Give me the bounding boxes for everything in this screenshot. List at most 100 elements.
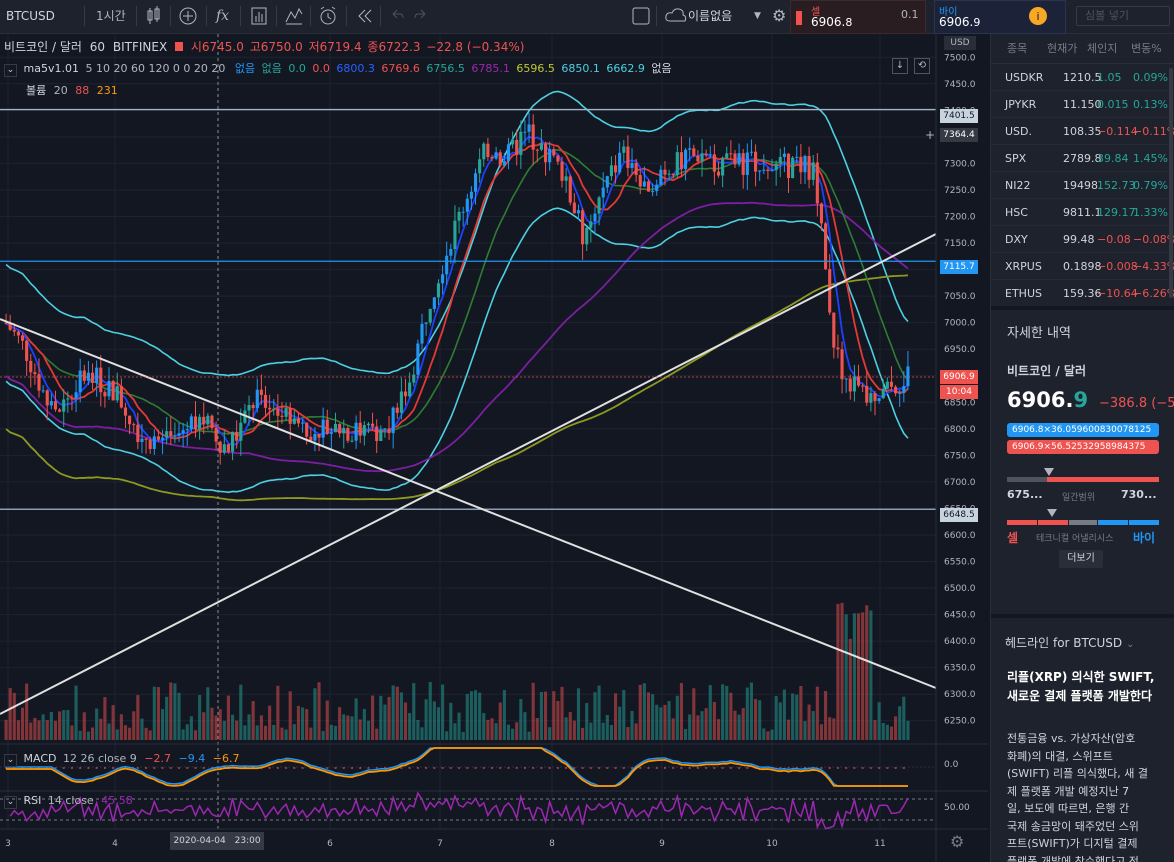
collapse-icon[interactable]: ⌄ bbox=[4, 754, 17, 767]
compare-icon[interactable] bbox=[178, 0, 198, 32]
col-last[interactable]: 현재가 bbox=[1047, 42, 1078, 55]
watchlist-last: 9811.1 bbox=[1063, 206, 1102, 219]
watchlist-row[interactable]: NI22 19498. 152.73 0.79% bbox=[991, 172, 1174, 199]
watchlist-change: 0.015 bbox=[1097, 98, 1129, 111]
day-range-marker bbox=[1043, 468, 1054, 476]
headlines-title[interactable]: 헤드라인 for BTCUSD ⌄ bbox=[1005, 636, 1135, 650]
watchlist-row[interactable]: ETHUS 159.36 −10.64 −6.26% bbox=[991, 280, 1174, 307]
replay-icon[interactable] bbox=[356, 0, 374, 32]
candle-style-icon[interactable] bbox=[146, 0, 162, 32]
gear-icon[interactable]: ⚙ bbox=[772, 6, 787, 25]
watchlist-row[interactable]: USD. 108.35 −0.114 −0.11% bbox=[991, 118, 1174, 145]
rsi-name[interactable]: RSI bbox=[23, 794, 42, 807]
watchlist-row[interactable]: HSC 9811.1 129.17 1.33% bbox=[991, 199, 1174, 226]
watchlist-row[interactable]: SPX 2789.8 39.84 1.45% bbox=[991, 145, 1174, 172]
refresh-icon[interactable]: ⟲ bbox=[914, 58, 930, 74]
candle bbox=[25, 340, 29, 361]
volume-indicator-name[interactable]: 볼륨 bbox=[26, 84, 47, 97]
headline-title[interactable]: 리플(XRP) 의식한 SWIFT, 새로운 결제 플랫폼 개발한다 bbox=[1007, 670, 1155, 703]
volume-bar bbox=[321, 731, 325, 740]
symbol-search-input[interactable]: 심볼 넣기 bbox=[1076, 6, 1170, 26]
macd-histogram-bar bbox=[441, 767, 444, 769]
collapse-icon[interactable]: ⌄ bbox=[4, 796, 17, 809]
volume-bar bbox=[659, 707, 663, 740]
volume-bar bbox=[329, 724, 333, 740]
volume-bar bbox=[741, 708, 745, 740]
candle bbox=[490, 157, 494, 159]
ta-label[interactable]: 테크니컬 어낼리시스 bbox=[1036, 534, 1114, 544]
col-change-pct[interactable]: 변동% bbox=[1131, 42, 1162, 55]
candle bbox=[218, 441, 222, 453]
volume-bar bbox=[663, 704, 667, 740]
candle bbox=[288, 408, 292, 424]
chart-title[interactable]: 비트코인 / 달러 bbox=[4, 40, 82, 54]
price-chart[interactable]: 7500.07450.07400.07350.07300.07250.07200… bbox=[0, 34, 988, 862]
trendline-down[interactable] bbox=[0, 318, 937, 689]
volume-bar bbox=[848, 638, 852, 740]
sell-button[interactable]: 셀 6906.8 bbox=[790, 0, 926, 34]
trendline-up[interactable] bbox=[0, 233, 937, 715]
candle bbox=[292, 418, 296, 424]
collapse-icon[interactable]: ⌄ bbox=[4, 64, 17, 77]
watchlist-row[interactable]: USDKR 1210.5 1.05 0.09% bbox=[991, 64, 1174, 91]
time-tick: 6 bbox=[327, 839, 333, 849]
indicators-icon[interactable]: 𝑓x bbox=[216, 8, 230, 24]
volume-bar bbox=[482, 713, 486, 740]
more-button[interactable]: 더보기 bbox=[1059, 550, 1103, 568]
volume-bar bbox=[263, 725, 268, 740]
redo-icon[interactable] bbox=[414, 0, 428, 32]
watchlist-symbol: USDKR bbox=[1005, 71, 1044, 84]
macd-histogram-bar bbox=[54, 767, 57, 769]
volume-bar bbox=[469, 691, 473, 740]
interval-selector[interactable]: 1시간 bbox=[96, 9, 126, 23]
technical-gauge-bar bbox=[1007, 520, 1159, 525]
undo-icon[interactable] bbox=[390, 0, 404, 32]
alert-clock-icon[interactable] bbox=[318, 0, 338, 32]
templates-icon[interactable] bbox=[284, 0, 304, 32]
macd-signal-line bbox=[6, 747, 908, 787]
layout-name-button[interactable]: 이름없음 bbox=[688, 9, 733, 23]
watchlist-scrollbar[interactable] bbox=[1169, 68, 1173, 298]
candle bbox=[589, 221, 593, 228]
macd-name[interactable]: MACD bbox=[23, 752, 57, 765]
macd-histogram-bar bbox=[705, 767, 708, 769]
ma-value: 6800.3 bbox=[336, 62, 375, 75]
candle bbox=[601, 187, 605, 198]
candle bbox=[453, 220, 457, 249]
financials-icon[interactable] bbox=[250, 0, 268, 32]
volume-bar bbox=[268, 705, 272, 740]
chart-settings-gear-icon[interactable]: ⚙ bbox=[950, 832, 965, 851]
chart-area[interactable]: 7500.07450.07400.07350.07300.07250.07200… bbox=[0, 34, 988, 862]
watchlist-row[interactable]: XRPUS 0.1898 −0.008 −4.33% bbox=[991, 253, 1174, 280]
cloud-icon[interactable] bbox=[664, 0, 688, 32]
fullscreen-icon[interactable] bbox=[632, 0, 650, 32]
macd-histogram-bar bbox=[103, 767, 106, 769]
candle bbox=[889, 381, 894, 387]
volume-bar bbox=[354, 698, 358, 740]
volume-bar bbox=[539, 692, 543, 740]
symbol-search[interactable]: BTCUSD bbox=[6, 9, 55, 23]
watchlist-row[interactable]: JPYKR 11.150 0.015 0.13% bbox=[991, 91, 1174, 118]
macd-histogram-bar bbox=[861, 767, 864, 769]
scroll-down-icon[interactable]: ↓ bbox=[892, 58, 908, 74]
volume-bar bbox=[836, 603, 840, 740]
time-tick: 4 bbox=[112, 839, 118, 849]
volume-bar bbox=[25, 683, 29, 740]
ma-indicator-name[interactable]: ma5v1.01 bbox=[23, 62, 79, 75]
col-symbol[interactable]: 종목 bbox=[1007, 42, 1028, 55]
volume-bar bbox=[436, 707, 441, 740]
watchlist-change: 1.05 bbox=[1097, 71, 1122, 84]
macd-histogram-bar bbox=[194, 767, 197, 769]
candle bbox=[832, 312, 836, 348]
col-change[interactable]: 체인지 bbox=[1087, 42, 1118, 55]
volume-bar bbox=[412, 683, 416, 740]
volume-bar bbox=[861, 612, 865, 740]
crosshair-plus-icon[interactable]: + bbox=[925, 128, 936, 142]
candle bbox=[894, 386, 898, 394]
chevron-down-icon[interactable]: ▼ bbox=[754, 11, 761, 21]
details-symbol-name[interactable]: 비트코인 / 달러 bbox=[1007, 364, 1086, 378]
volume-bar bbox=[214, 715, 218, 740]
watchlist-row[interactable]: DXY 99.48 −0.08 −0.08% bbox=[991, 226, 1174, 253]
info-icon[interactable]: i bbox=[1028, 0, 1048, 32]
